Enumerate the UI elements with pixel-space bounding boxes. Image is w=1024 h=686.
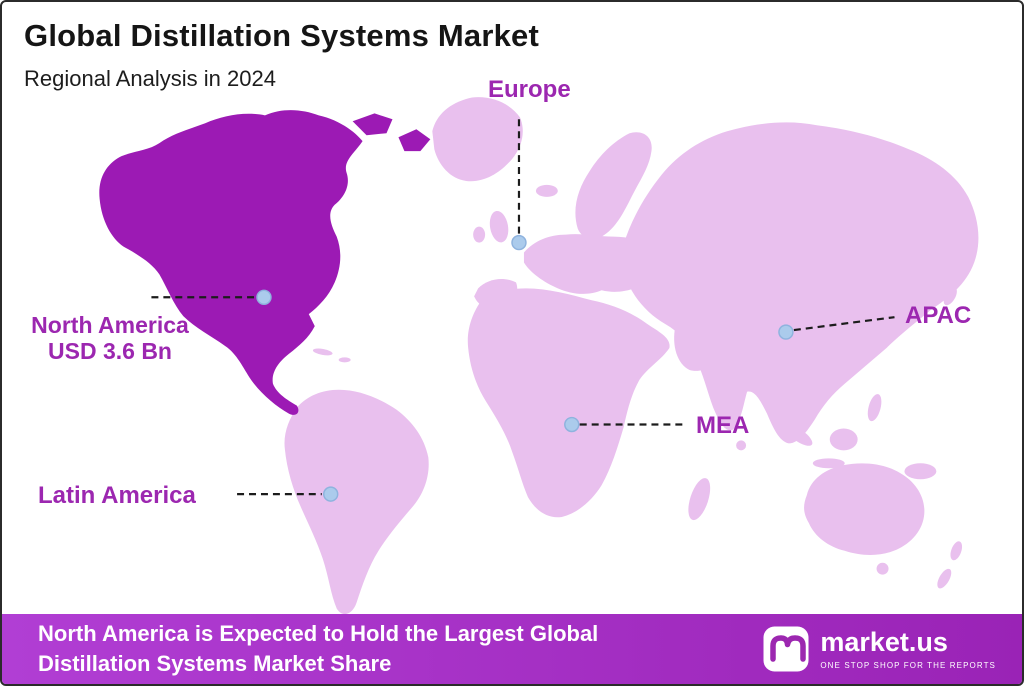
- continent-australia: [804, 463, 925, 556]
- island-java: [812, 458, 845, 469]
- island-sri-lanka: [736, 440, 747, 451]
- region-value-north-america: USD 3.6 Bn: [48, 338, 172, 365]
- island-philippines: [867, 394, 882, 422]
- markers: [256, 234, 794, 502]
- connector-apac: [793, 316, 895, 332]
- footer-banner: North America is Expected to Hold the La…: [2, 614, 1022, 684]
- island-japan-north: [934, 259, 950, 282]
- region-label-latin-america: Latin America: [38, 482, 196, 509]
- island-cuba: [312, 348, 333, 356]
- island-new-guinea: [904, 463, 937, 480]
- marker-latin-america: [322, 486, 339, 502]
- continent-africa: [467, 288, 670, 518]
- region-label-apac: APAC: [905, 302, 972, 329]
- island-iceland: [535, 184, 558, 197]
- island-madagascar: [688, 478, 711, 521]
- island-hispaniola: [338, 357, 351, 363]
- island-tasmania: [876, 562, 889, 575]
- marker-europe: [511, 234, 527, 251]
- page-subtitle: Regional Analysis in 2024: [24, 66, 276, 91]
- region-label-north-america-name: North America: [31, 312, 189, 338]
- banner-caption-line1: North America is Expected to Hold the La…: [38, 621, 599, 647]
- island-borneo: [829, 428, 858, 451]
- region-label-north-america: North America USD 3.6 Bn: [10, 312, 210, 365]
- island-new-zealand-south: [937, 568, 952, 589]
- marker-mea: [564, 416, 580, 433]
- page-title: Global Distillation Systems Market: [24, 18, 540, 53]
- logo-name: market.us: [820, 626, 948, 657]
- continent-asia: [623, 122, 979, 444]
- region-label-europe: Europe: [488, 76, 571, 103]
- m-monogram-icon: [763, 626, 809, 672]
- header: Global Distillation Systems Market Regio…: [24, 18, 539, 92]
- banner-caption: North America is Expected to Hold the La…: [38, 619, 598, 678]
- continent-north-america: [99, 110, 363, 415]
- region-label-mea: MEA: [696, 412, 750, 439]
- logo-tagline: ONE STOP SHOP FOR THE REPORTS: [820, 660, 996, 670]
- brand-logo: market.us ONE STOP SHOP FOR THE REPORTS: [762, 625, 996, 673]
- island-sumatra: [785, 425, 813, 446]
- island-uk: [489, 210, 509, 243]
- region-scandinavia: [575, 132, 652, 239]
- continent-greenland: [432, 97, 523, 182]
- continent-south-america: [284, 389, 429, 615]
- connector-lines: [151, 119, 895, 496]
- continents: [99, 97, 979, 615]
- marker-north-america: [256, 289, 272, 305]
- island-ireland: [473, 226, 486, 243]
- island-japan-south: [943, 287, 957, 306]
- marker-apac: [778, 324, 794, 340]
- banner-caption-line2: Distillation Systems Market Share: [38, 651, 392, 676]
- logo-text-block: market.us ONE STOP SHOP FOR THE REPORTS: [820, 626, 996, 670]
- island-new-zealand-north: [950, 541, 963, 561]
- island-arctic-2: [398, 129, 431, 152]
- island-arctic-1: [352, 113, 393, 136]
